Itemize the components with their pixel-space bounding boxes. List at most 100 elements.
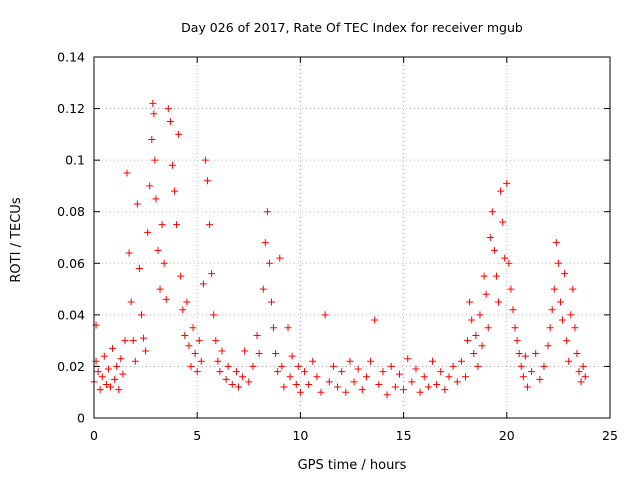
data-point — [325, 378, 333, 386]
data-point — [358, 386, 366, 394]
data-point — [391, 383, 399, 391]
data-point — [445, 373, 453, 381]
data-point — [472, 331, 480, 339]
data-point — [199, 280, 207, 288]
data-point — [313, 373, 321, 381]
data-point — [146, 182, 154, 190]
data-point — [224, 362, 232, 370]
data-point — [466, 298, 474, 306]
y-tick-label: 0 — [77, 411, 85, 426]
x-tick-label: 25 — [602, 428, 618, 443]
axis-ticks: 0 5 10 15 20 25 0 0.02 0.04 0.06 0.08 0.1 0.12 0.14 — [57, 50, 618, 444]
data-point — [561, 270, 569, 278]
plot-frame — [93, 56, 611, 419]
data-point — [276, 254, 284, 262]
data-point — [129, 337, 137, 345]
data-points — [90, 99, 589, 399]
chart-title: Day 026 of 2017, Rate Of TEC Index for r… — [181, 20, 523, 35]
data-point — [453, 378, 461, 386]
data-point — [160, 259, 168, 267]
data-point — [296, 388, 304, 396]
data-point — [245, 378, 253, 386]
data-point — [179, 306, 187, 314]
data-point — [144, 228, 152, 236]
data-point — [152, 195, 160, 203]
data-point — [482, 290, 490, 298]
data-point — [528, 368, 536, 376]
data-point — [102, 380, 110, 388]
data-point — [383, 391, 391, 399]
data-point — [119, 370, 127, 378]
data-point — [511, 324, 519, 332]
data-point — [546, 324, 554, 332]
data-point — [375, 380, 383, 388]
data-point — [480, 272, 488, 280]
data-point — [164, 105, 172, 113]
data-point — [497, 187, 505, 195]
data-point — [166, 117, 174, 125]
data-point — [158, 221, 166, 229]
data-point — [111, 375, 119, 383]
data-point — [470, 350, 478, 358]
data-point — [142, 347, 150, 355]
data-point — [395, 370, 403, 378]
data-point — [559, 316, 567, 324]
data-point — [554, 259, 562, 267]
data-point — [581, 373, 589, 381]
x-tick-label: 15 — [396, 428, 412, 443]
data-point — [249, 362, 257, 370]
data-point — [94, 368, 102, 376]
data-point — [577, 378, 585, 386]
data-point — [183, 298, 191, 306]
data-point — [261, 239, 269, 247]
data-point — [484, 324, 492, 332]
data-point — [552, 239, 560, 247]
data-point — [305, 380, 313, 388]
y-tick-label: 0.08 — [57, 204, 85, 219]
data-point — [123, 169, 131, 177]
data-point — [575, 368, 583, 376]
grid — [94, 57, 610, 418]
data-point — [151, 156, 159, 164]
data-point — [148, 136, 156, 144]
data-point — [113, 362, 121, 370]
data-point — [292, 380, 300, 388]
data-point — [449, 362, 457, 370]
data-point — [107, 383, 115, 391]
data-point — [149, 99, 157, 107]
data-point — [412, 365, 420, 373]
data-point — [218, 347, 226, 355]
data-point — [117, 355, 125, 363]
data-point — [523, 383, 531, 391]
data-point — [569, 285, 577, 293]
data-point — [517, 362, 525, 370]
data-point — [400, 386, 408, 394]
y-axis-label: ROTI / TECUs — [9, 197, 24, 282]
data-point — [228, 380, 236, 388]
y-tick-label: 0.12 — [57, 101, 85, 116]
data-point — [367, 357, 375, 365]
data-point — [478, 342, 486, 350]
data-point — [170, 187, 178, 195]
data-point — [263, 208, 271, 216]
data-point — [544, 342, 552, 350]
data-point — [556, 298, 564, 306]
data-point — [571, 324, 579, 332]
data-point — [150, 110, 158, 118]
data-point — [507, 285, 515, 293]
data-point — [433, 380, 441, 388]
data-point — [135, 264, 143, 272]
data-point — [416, 388, 424, 396]
data-point — [317, 388, 325, 396]
data-point — [259, 285, 267, 293]
data-point — [437, 368, 445, 376]
x-axis-label: GPS time / hours — [298, 458, 407, 473]
data-point — [387, 362, 395, 370]
x-tick-label: 0 — [90, 428, 98, 443]
data-point — [193, 368, 201, 376]
data-point — [371, 316, 379, 324]
data-point — [362, 373, 370, 381]
data-point — [550, 285, 558, 293]
data-point — [168, 161, 176, 169]
